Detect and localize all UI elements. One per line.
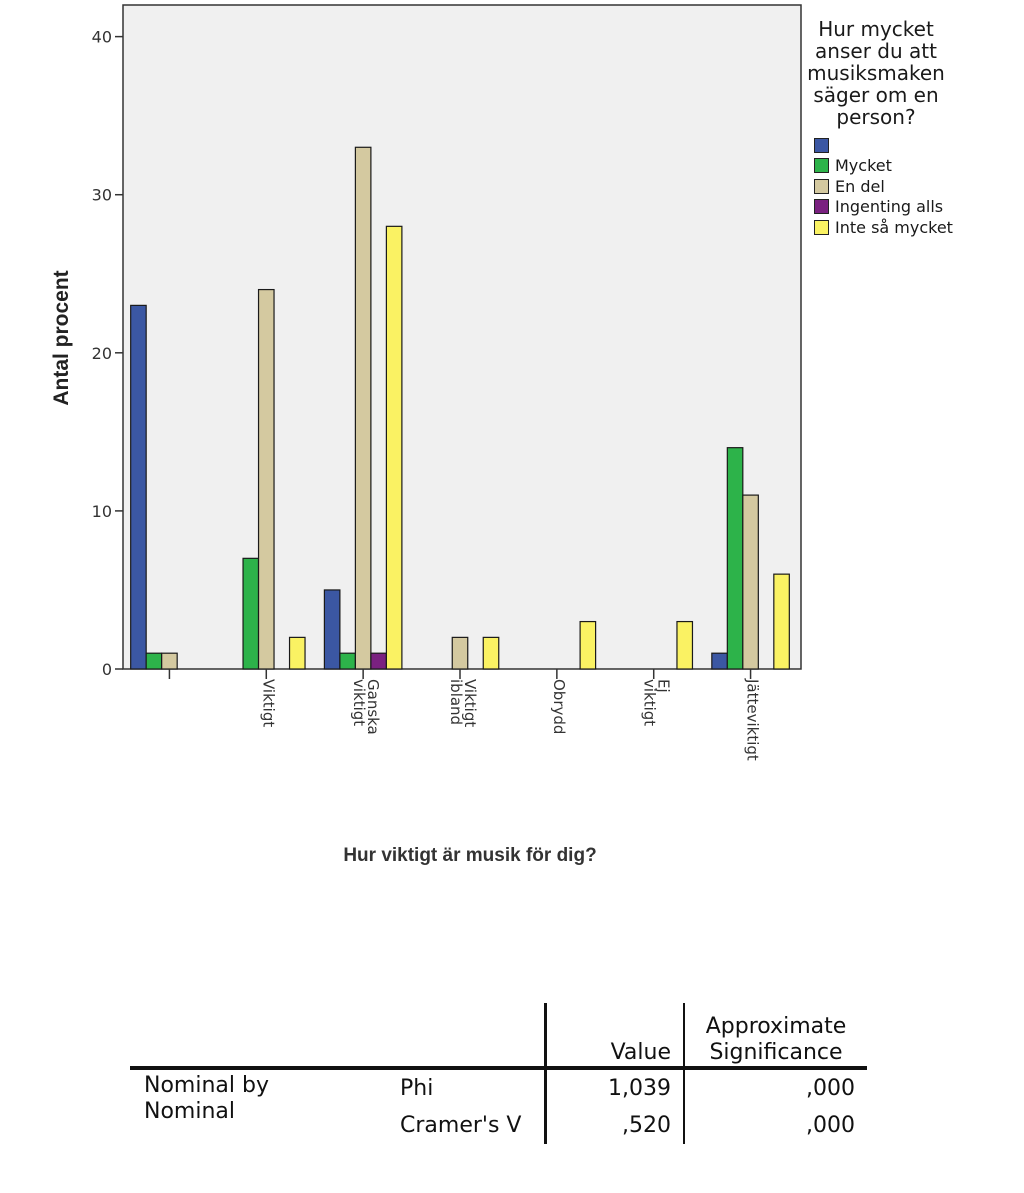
legend-label: Ingenting alls <box>835 197 944 217</box>
bar <box>773 573 790 670</box>
table-row: Nominal by Nominal Phi 1,039 ,000 <box>130 1068 867 1124</box>
bar <box>385 225 403 670</box>
bar-chart: 0 10 20 30 40 Viktigt Ganskaviktigt Viktigtibla… <box>92 4 802 761</box>
symmetric-measures-table: Value Approximate Significance Nominal b… <box>130 1003 867 1144</box>
bar <box>339 652 356 670</box>
legend-swatch <box>814 137 829 153</box>
table-header-row: Value Approximate Significance <box>130 1003 867 1068</box>
bar <box>482 636 500 670</box>
y-tick-label: 0 <box>102 660 112 679</box>
y-axis-label: Antal procent <box>50 270 73 406</box>
legend-item <box>814 135 953 156</box>
legend-label: Mycket <box>835 156 892 176</box>
x-tick-label: Viktigt <box>259 679 277 727</box>
bar <box>742 494 759 670</box>
bar <box>354 146 372 670</box>
x-tick-label: Obrydd <box>550 679 568 734</box>
bar <box>145 652 163 670</box>
legend-item: Inte så mycket <box>814 217 953 238</box>
stat-value: 1,039 <box>544 1068 684 1107</box>
stat-significance: ,000 <box>683 1068 867 1107</box>
significance-header-line: Significance <box>709 1040 843 1065</box>
y-tick-label: 10 <box>92 502 112 521</box>
bar <box>130 304 147 670</box>
row-group-label: Nominal by Nominal <box>130 1068 388 1144</box>
significance-column-header: Approximate Significance <box>683 1003 867 1068</box>
bar <box>451 636 469 670</box>
y-tick-label: 40 <box>92 28 112 47</box>
y-tick-label: 30 <box>92 186 112 205</box>
legend-swatch <box>814 199 829 215</box>
legend-swatch <box>814 219 829 235</box>
bar <box>676 620 694 670</box>
x-tick-label: Ejviktigt <box>641 679 673 726</box>
stat-value: ,520 <box>544 1107 684 1144</box>
table-row: Cramer's V ,520 ,000 <box>130 1107 867 1144</box>
x-tick-label: Viktigtibland <box>447 679 479 727</box>
stat-name: Phi <box>400 1075 434 1101</box>
legend-item: Mycket <box>814 156 953 177</box>
bar <box>161 652 178 670</box>
bar <box>726 447 744 670</box>
bar <box>370 652 387 670</box>
bar <box>323 589 341 670</box>
legend-swatch <box>814 158 829 174</box>
legend-label: Inte så mycket <box>835 217 953 237</box>
bar <box>579 620 597 670</box>
x-tick-label: Ganskaviktigt <box>350 679 382 735</box>
row-group-line: Nominal <box>144 1099 235 1124</box>
x-tick-label: Jätteviktigt <box>744 678 762 761</box>
x-axis-label: Hur viktigt är musik för dig? <box>343 845 597 866</box>
significance-header-line: Approximate <box>705 1014 847 1039</box>
row-group-line: Nominal by <box>144 1073 269 1098</box>
plot-area <box>122 4 802 670</box>
chart-legend: Mycket En del Ingenting alls Inte så myc… <box>814 135 953 238</box>
stat-significance: ,000 <box>683 1107 867 1144</box>
legend-item: En del <box>814 176 953 197</box>
bar <box>257 288 275 670</box>
legend-title: Hur mycket anser du att musiksmaken säge… <box>807 17 945 129</box>
stat-name: Cramer's V <box>400 1112 522 1138</box>
y-tick-label: 20 <box>92 344 112 363</box>
bar <box>711 652 728 670</box>
legend-item: Ingenting alls <box>814 197 953 218</box>
value-column-header: Value <box>544 1003 684 1068</box>
bar <box>242 557 260 670</box>
legend-label: En del <box>835 176 885 196</box>
legend-swatch <box>814 178 829 194</box>
bar <box>288 636 306 670</box>
